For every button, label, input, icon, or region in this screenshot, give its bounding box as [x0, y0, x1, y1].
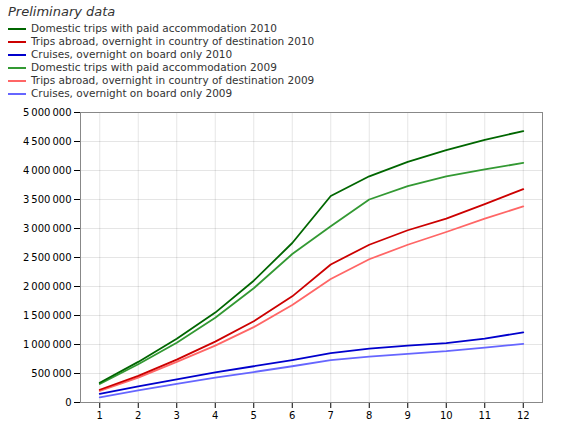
svg-text:2 000 000: 2 000 000 — [23, 281, 72, 292]
svg-text:6: 6 — [289, 410, 295, 421]
svg-text:5: 5 — [251, 410, 257, 421]
svg-text:7: 7 — [328, 410, 334, 421]
svg-text:0: 0 — [65, 397, 71, 408]
svg-text:500 000: 500 000 — [31, 368, 71, 379]
html-text:Preliminary data: Preliminary data — [8, 4, 116, 19]
svg-text:9: 9 — [405, 410, 411, 421]
html-text:Domestic trips with paid accom: Domestic trips with paid accommodation 2… — [31, 61, 277, 73]
svg-text:11: 11 — [478, 410, 491, 421]
html-text:Trips abroad, overnight in cou: Trips abroad, overnight in country of de… — [31, 74, 315, 86]
svg-text:5 000 000: 5 000 000 — [23, 107, 72, 118]
svg-text:1 000 000: 1 000 000 — [23, 339, 72, 350]
svg-text:2 500 000: 2 500 000 — [23, 252, 72, 263]
html-text:Trips abroad, overnight in cou: Trips abroad, overnight in country of de… — [31, 35, 315, 47]
svg-text:3: 3 — [174, 410, 180, 421]
html-text:Domestic trips with paid accom: Domestic trips with paid accommodation 2… — [31, 22, 277, 34]
svg-text:3 500 000: 3 500 000 — [23, 194, 72, 205]
svg-text:12: 12 — [517, 410, 530, 421]
svg-text:8: 8 — [366, 410, 372, 421]
svg-text:3 000 000: 3 000 000 — [23, 223, 72, 234]
html-text:Cruises, overnight on board on: Cruises, overnight on board only 2010 — [31, 48, 233, 60]
svg-text:2: 2 — [135, 410, 141, 421]
svg-text:1: 1 — [97, 410, 103, 421]
svg-text:4 500 000: 4 500 000 — [23, 136, 72, 147]
html-text:Cruises, overnight on board on: Cruises, overnight on board only 2009 — [31, 87, 233, 99]
svg-text:4 000 000: 4 000 000 — [23, 165, 72, 176]
svg-text:4: 4 — [212, 410, 218, 421]
svg-text:10: 10 — [440, 410, 453, 421]
svg-text:1 500 000: 1 500 000 — [23, 310, 72, 321]
